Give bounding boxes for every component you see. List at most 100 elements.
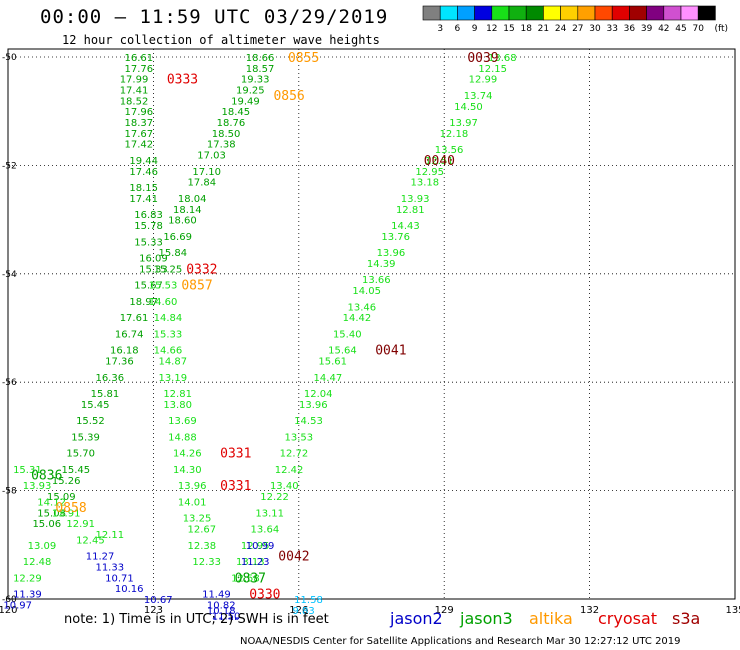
wave-height-point: 12.58: [231, 573, 260, 584]
time-label: 0837: [235, 571, 266, 586]
wave-height-point: 15.26: [52, 476, 81, 487]
wave-height-point: 17.42: [125, 140, 154, 151]
legend-jason3: jason3: [460, 609, 513, 628]
wave-height-point: 15.52: [76, 416, 105, 427]
wave-height-point: 17.96: [125, 107, 154, 118]
wave-height-point: 12.11: [95, 530, 124, 541]
wave-height-point: 14.12: [37, 497, 66, 508]
legend-altika: altika: [529, 609, 573, 628]
wave-height-point: 16.83: [134, 210, 163, 221]
wave-height-point: 19.49: [231, 96, 260, 107]
wave-height-point: 16.09: [139, 254, 168, 265]
time-label: 0858: [55, 501, 86, 516]
x-tick-label: 135: [725, 605, 740, 616]
time-label: 0039: [467, 51, 498, 66]
wave-height-point: 13.40: [270, 481, 299, 492]
wave-height-point: 17.84: [188, 178, 217, 189]
wave-height-point: 12.95: [241, 541, 270, 552]
wave-height-point: 12.72: [280, 449, 309, 460]
wave-height-point: 12.81: [163, 389, 192, 400]
colorbar-tick: 15: [503, 24, 514, 34]
wave-height-point: 11.50: [212, 611, 241, 620]
wave-height-point: 12.42: [275, 465, 304, 476]
wave-height-point: 12.33: [192, 557, 221, 568]
wave-height-point: 12.22: [260, 492, 289, 503]
wave-height-point: 10.18: [207, 606, 236, 617]
wave-height-point: 15.06: [32, 519, 61, 530]
wave-height-point: 10.71: [105, 573, 134, 584]
wave-height-point: 15.08: [37, 508, 66, 519]
wave-height-point: 15.70: [66, 449, 95, 460]
wave-height-point: 15.31: [13, 465, 42, 476]
altimeter-track-plot: 120 123 126 129 132 135 -50 -52 -54 -56 -58 -60 16.6…: [0, 48, 740, 620]
time-label: 0855: [288, 51, 319, 66]
wave-height-point: 13.91: [52, 508, 81, 519]
y-tick-label: -54: [2, 270, 17, 280]
wave-height-point: 15.39: [71, 432, 100, 443]
colorbar-tick: 21: [538, 24, 549, 34]
wave-height-point: 15.40: [333, 329, 362, 340]
wave-height-point: 15.33: [139, 264, 168, 275]
wave-height-point: 18.52: [120, 96, 149, 107]
wave-height-point: 13.11: [255, 508, 284, 519]
y-tick-label: -50: [2, 53, 17, 63]
colorbar-tick: 30: [589, 24, 601, 34]
wave-height-point: 16.18: [110, 346, 139, 357]
wave-height-point: 18.60: [168, 216, 197, 227]
wave-height-point: 12.15: [478, 64, 507, 75]
wave-height-point: 10.97: [3, 600, 32, 611]
time-label: 0041: [375, 344, 406, 359]
wave-height-point: 17.03: [197, 151, 226, 162]
wave-height-point: 13.56: [435, 145, 464, 156]
colorbar-tick: 39: [641, 24, 653, 34]
wave-height-point: 18.76: [217, 118, 246, 129]
wave-height-point: 15.78: [134, 221, 163, 232]
colorbar-tick: 70: [692, 24, 704, 34]
wave-height-point: 17.61: [120, 313, 149, 324]
wave-height-point: 15.25: [154, 264, 183, 275]
wave-height-point: 14.60: [149, 297, 178, 308]
colorbar-tick: 24: [555, 24, 567, 34]
wave-height-point: 12.67: [188, 525, 217, 536]
wave-height-point: 13.66: [362, 275, 391, 286]
legend-s3a: s3a: [672, 609, 701, 628]
wave-height-point: 13.93: [401, 194, 430, 205]
time-label: 0333: [167, 73, 198, 88]
wave-height-point: 19.25: [236, 86, 265, 97]
wave-height-point: 11.39: [13, 590, 42, 601]
wave-height-point: 17.36: [105, 357, 134, 368]
wave-height-point: 18.50: [212, 129, 241, 140]
wave-height-point: 18.14: [173, 205, 202, 216]
wave-height-point: 17.76: [125, 64, 154, 75]
wave-height-point: 12.18: [440, 129, 469, 140]
wave-height-point: 15.45: [62, 465, 91, 476]
colorbar-tick: 42: [658, 24, 669, 34]
wave-height-point: 11.27: [86, 552, 115, 563]
wave-height-point: 15.67: [134, 281, 163, 292]
x-tick-label: 129: [435, 605, 454, 616]
wave-height-point: 16.69: [163, 232, 192, 243]
time-label: 0836: [31, 468, 62, 483]
wave-height-point: 10.82: [207, 600, 236, 611]
wave-height-point: 15.53: [149, 281, 178, 292]
wave-height-point: 17.41: [129, 194, 158, 205]
time-label: 0330: [249, 588, 280, 603]
wave-height-point: 19.44: [129, 156, 158, 167]
wave-height-point: 19.33: [241, 75, 270, 86]
wave-height-point: 18.15: [129, 183, 158, 194]
wave-height-point: 14.43: [391, 221, 420, 232]
wave-height-point: 12.99: [469, 75, 498, 86]
wave-height-point: 13.74: [464, 91, 493, 102]
wave-height-point: 13.25: [183, 514, 212, 525]
wave-height-point: 18.45: [221, 107, 250, 118]
wave-height-point: 14.50: [454, 102, 483, 113]
wave-height-point: 13.53: [284, 432, 313, 443]
wave-height-point: 18.97: [129, 297, 158, 308]
wave-height-point: 13.80: [163, 400, 192, 411]
colorbar-tick: 45: [675, 24, 686, 34]
wave-height-point: 12.48: [23, 557, 52, 568]
wave-height-point: 12.51: [425, 156, 454, 167]
wave-height-point: 12.81: [396, 205, 425, 216]
wave-height-point: 11.33: [95, 562, 124, 573]
wave-height-point: 11.58: [294, 595, 323, 606]
